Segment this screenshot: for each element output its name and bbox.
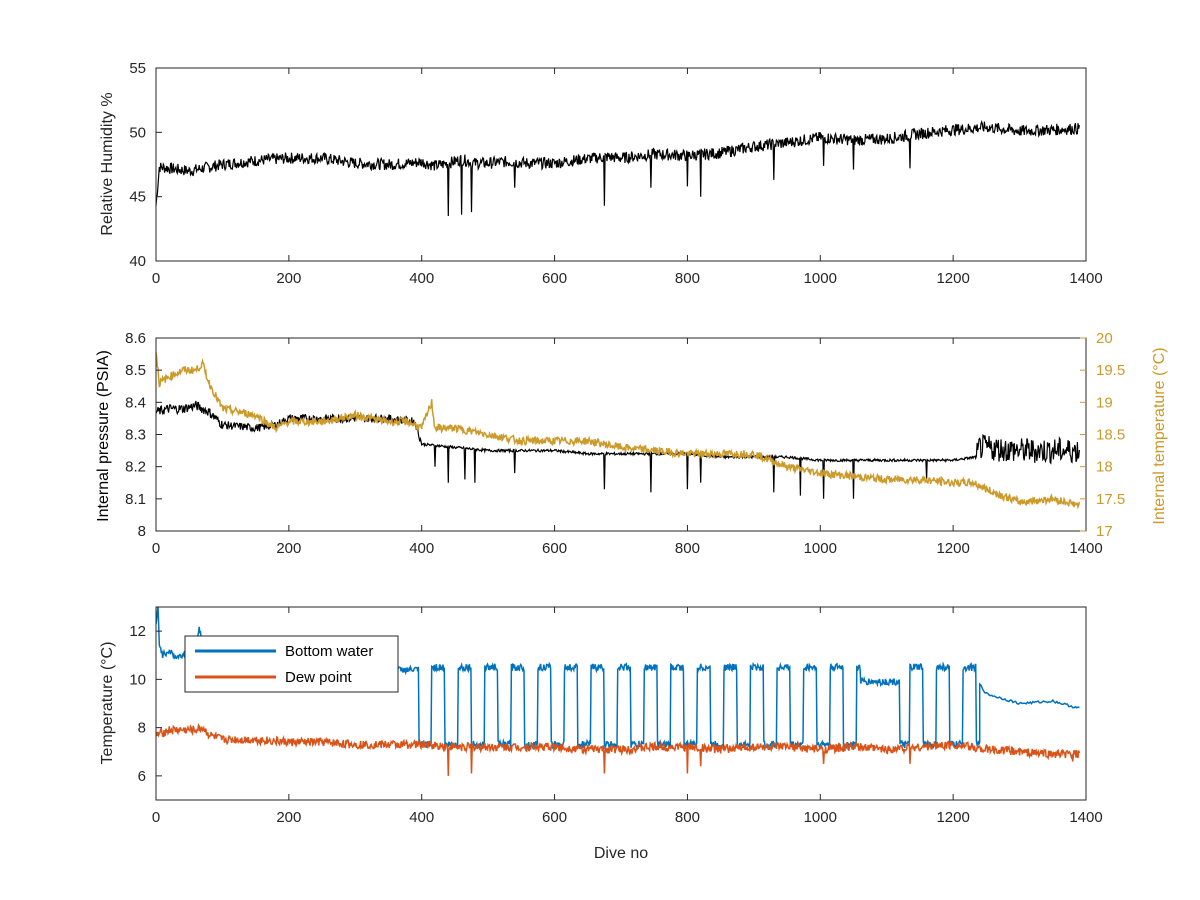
x-tick-label: 1200 xyxy=(936,809,969,826)
y-tick-label: 40 xyxy=(129,253,146,270)
humidity-panel: 0 200 400 600 800 1000 1200 1400 40 45 50 55 Relat… xyxy=(99,60,1103,287)
y-tick-label: 8 xyxy=(138,720,146,737)
x-tick-label: 0 xyxy=(152,270,160,287)
x-tick-label: 200 xyxy=(276,270,301,287)
y-tick-label: 8.5 xyxy=(125,362,146,379)
dew-point-line xyxy=(156,723,1081,776)
temperature-y-axis-label: Temperature (°C) xyxy=(99,642,116,765)
y-tick-label: 8 xyxy=(138,523,146,540)
humidity-y-axis-label: Relative Humidity % xyxy=(99,92,116,235)
x-tick-label: 400 xyxy=(409,270,434,287)
y-tick-label-right: 19 xyxy=(1096,394,1113,411)
y-tick-label-right: 18 xyxy=(1096,459,1113,476)
pressure-y-axis-label: Internal pressure (PSIA) xyxy=(95,350,112,522)
x-tick-label: 600 xyxy=(542,809,567,826)
x-tick-label: 1200 xyxy=(936,540,969,557)
legend-box xyxy=(184,635,399,693)
y-tick-label-right: 18.5 xyxy=(1096,427,1125,444)
x-tick-label: 800 xyxy=(675,270,700,287)
humidity-plot-area xyxy=(155,120,1080,217)
x-tick-label: 200 xyxy=(276,540,301,557)
y-tick-label: 8.4 xyxy=(125,394,146,411)
y-tick-label: 10 xyxy=(129,671,146,688)
legend-label-dew-point: Dew point xyxy=(285,669,353,686)
temperature-y-ticks: 6 8 10 12 xyxy=(129,623,162,785)
legend: Bottom water Dew point xyxy=(184,635,399,693)
y-tick-label-right: 17 xyxy=(1096,523,1113,540)
x-tick-label: 600 xyxy=(542,270,567,287)
y-tick-label: 12 xyxy=(129,623,146,640)
x-tick-label: 600 xyxy=(542,540,567,557)
internal-temperature-right-y-ticks: 17 17.5 18 18.5 19 19.5 20 xyxy=(1080,330,1125,540)
x-tick-label: 1000 xyxy=(804,540,837,557)
x-tick-label: 0 xyxy=(152,540,160,557)
temperature-axes-box xyxy=(155,606,1087,801)
y-tick-label: 8.2 xyxy=(125,459,146,476)
y-tick-label: 50 xyxy=(129,124,146,141)
y-tick-label: 55 xyxy=(129,60,146,77)
temperature-x-ticks: 0 200 400 600 800 1000 1200 1400 xyxy=(152,607,1103,826)
humidity-line xyxy=(155,120,1080,217)
x-tick-label: 800 xyxy=(675,809,700,826)
y-tick-label: 8.3 xyxy=(125,427,146,444)
x-tick-label: 400 xyxy=(409,809,434,826)
pressure-x-ticks: 0 200 400 600 800 1000 1200 1400 xyxy=(152,338,1103,557)
y-tick-label: 8.6 xyxy=(125,330,146,347)
x-tick-label: 800 xyxy=(675,540,700,557)
pressure-line xyxy=(155,400,1080,499)
y-tick-label: 6 xyxy=(138,768,146,785)
temperature-panel: 0 200 400 600 800 1000 1200 1400 6 8 10 12 Tempera… xyxy=(99,606,1103,862)
x-tick-label: 1000 xyxy=(804,270,837,287)
pressure-plot-area xyxy=(155,352,1081,510)
x-axis-label: Dive no xyxy=(594,845,648,862)
x-tick-label: 1400 xyxy=(1069,270,1102,287)
legend-label-bottom-water: Bottom water xyxy=(285,643,373,660)
x-tick-label: 1000 xyxy=(804,809,837,826)
y-tick-label-right: 19.5 xyxy=(1096,362,1125,379)
humidity-y-ticks: 40 45 50 55 xyxy=(129,60,162,270)
internal-temperature-y-axis-label: Internal temperature (°C) xyxy=(1151,347,1168,524)
x-tick-label: 1400 xyxy=(1069,809,1102,826)
x-tick-label: 1200 xyxy=(936,270,969,287)
internal-temperature-line xyxy=(155,352,1081,510)
y-tick-label-right: 20 xyxy=(1096,330,1113,347)
pressure-left-y-ticks: 8 8.1 8.2 8.3 8.4 8.5 8.6 xyxy=(125,330,162,540)
x-tick-label: 400 xyxy=(409,540,434,557)
humidity-axes-box xyxy=(155,67,1087,262)
y-tick-label-right: 17.5 xyxy=(1096,491,1125,508)
x-tick-label: 200 xyxy=(276,809,301,826)
y-tick-label: 8.1 xyxy=(125,491,146,508)
humidity-x-ticks: 0 200 400 600 800 1000 1200 1400 xyxy=(152,68,1103,287)
y-tick-label: 45 xyxy=(129,189,146,206)
pressure-panel: 0 200 400 600 800 1000 1200 1400 88.18.28.38.48… xyxy=(95,330,1168,557)
x-tick-label: 0 xyxy=(152,809,160,826)
x-tick-label: 1400 xyxy=(1069,540,1102,557)
